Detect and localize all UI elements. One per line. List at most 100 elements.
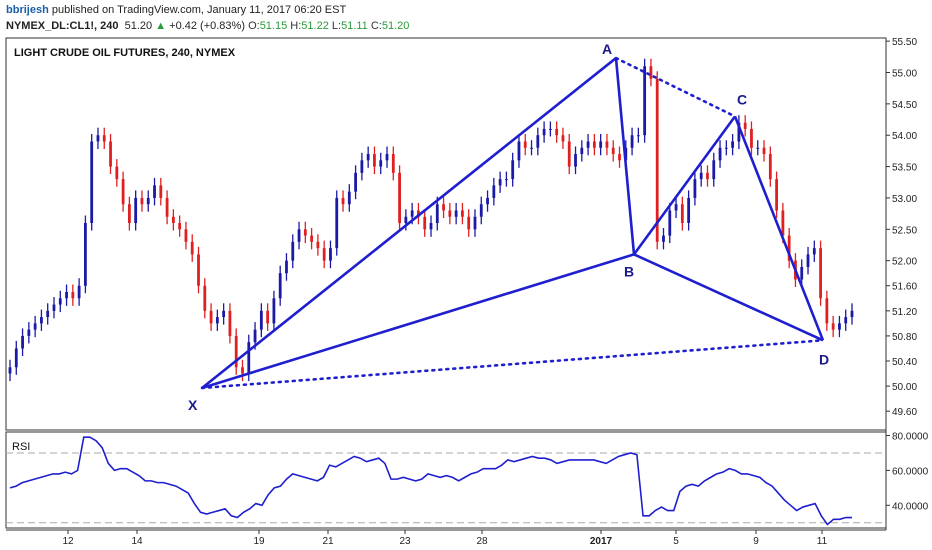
candle: [586, 133, 590, 156]
candle: [693, 171, 697, 206]
rsi-tick-label: 80.0000: [892, 431, 929, 442]
candle: [71, 284, 75, 306]
price-tick-label: 52.50: [892, 225, 917, 236]
candle: [435, 196, 439, 231]
candle: [58, 290, 62, 313]
price-tick-label: 50.40: [892, 357, 917, 368]
candle: [511, 152, 515, 187]
candle: [33, 315, 37, 338]
candle: [278, 265, 282, 306]
candle: [146, 190, 150, 212]
candle: [335, 190, 339, 256]
close-value: 51.20: [381, 20, 410, 32]
candle: [121, 171, 125, 212]
candle: [360, 152, 364, 181]
time-tick-label: 11: [817, 536, 828, 547]
candle: [605, 133, 609, 156]
high-label: H:: [290, 20, 302, 32]
candle: [153, 177, 156, 206]
candle: [750, 121, 753, 156]
candle: [674, 196, 678, 219]
candle: [40, 309, 43, 331]
price-tick-label: 54.50: [892, 100, 917, 111]
candle: [737, 115, 741, 150]
candle: [756, 140, 760, 156]
price-tick-label: 54.00: [892, 131, 917, 142]
candle: [8, 359, 12, 382]
candle: [536, 127, 540, 156]
candle: [96, 127, 100, 150]
candle: [542, 121, 546, 143]
pattern-leg: [633, 253, 824, 342]
candle: [385, 146, 389, 168]
candle: [448, 202, 452, 225]
candle: [699, 165, 703, 187]
price-tick-label: 55.50: [892, 37, 917, 48]
candle: [486, 190, 489, 212]
candle: [844, 309, 848, 331]
candle: [423, 209, 427, 237]
price-tick-label: 53.50: [892, 163, 917, 174]
candle: [668, 202, 672, 244]
candle: [215, 309, 219, 331]
candle: [165, 190, 169, 225]
change-up-arrow-icon: ▲: [155, 20, 167, 32]
price-pane-frame: [5, 37, 887, 431]
candle: [209, 303, 213, 331]
candle: [787, 228, 791, 269]
pattern-leg: [733, 115, 825, 341]
candle: [712, 152, 716, 187]
candle: [203, 278, 207, 319]
high-value: 51.22: [301, 20, 329, 32]
candle: [731, 133, 735, 156]
publish-info: bbrijesh published on TradingView.com, J…: [6, 4, 346, 16]
candle: [52, 297, 56, 319]
pattern-point-label: X: [188, 397, 198, 413]
candle: [662, 228, 665, 250]
price-tick-label: 51.20: [892, 307, 917, 318]
rsi-title: RSI: [12, 441, 30, 453]
candle: [567, 133, 571, 175]
last-price: 51.20: [124, 20, 153, 32]
candle: [819, 240, 822, 306]
candle: [838, 315, 841, 338]
candle: [366, 146, 370, 168]
pattern-point-label: A: [602, 41, 612, 57]
candles-group: [8, 58, 854, 382]
time-axis: 12 14 19 21 23 28 2017 5 9 11: [62, 530, 828, 547]
candle: [718, 140, 722, 168]
pattern-point-label: C: [737, 91, 747, 107]
candle: [461, 202, 464, 225]
rsi-line: [9, 436, 852, 526]
pattern-leg: [201, 253, 635, 390]
price-tick-label: 55.00: [892, 68, 917, 79]
candle: [800, 259, 804, 287]
time-tick-label: 2017: [590, 536, 613, 547]
candle: [599, 133, 603, 156]
candle: [523, 133, 527, 156]
candle: [316, 234, 320, 256]
candle: [517, 133, 521, 168]
candle: [184, 221, 188, 250]
pattern-point-label: B: [624, 263, 634, 279]
candle: [806, 246, 810, 275]
candle: [479, 196, 483, 225]
candle: [347, 184, 351, 212]
time-tick-label: 21: [322, 536, 334, 547]
candle: [241, 359, 244, 382]
price-tick-label: 52.00: [892, 257, 917, 268]
candle: [140, 190, 144, 212]
pattern-dotted-line: [200, 339, 825, 390]
candle: [266, 303, 270, 331]
candle: [14, 340, 18, 375]
time-tick-label: 9: [753, 536, 759, 547]
author-name[interactable]: bbrijesh: [6, 4, 49, 16]
candle: [592, 133, 596, 156]
time-tick-label: 19: [253, 536, 265, 547]
candle: [391, 146, 395, 181]
rsi-tick-label: 60.0000: [892, 466, 929, 477]
candle: [322, 240, 326, 269]
candle: [643, 58, 647, 143]
candle: [706, 165, 709, 187]
